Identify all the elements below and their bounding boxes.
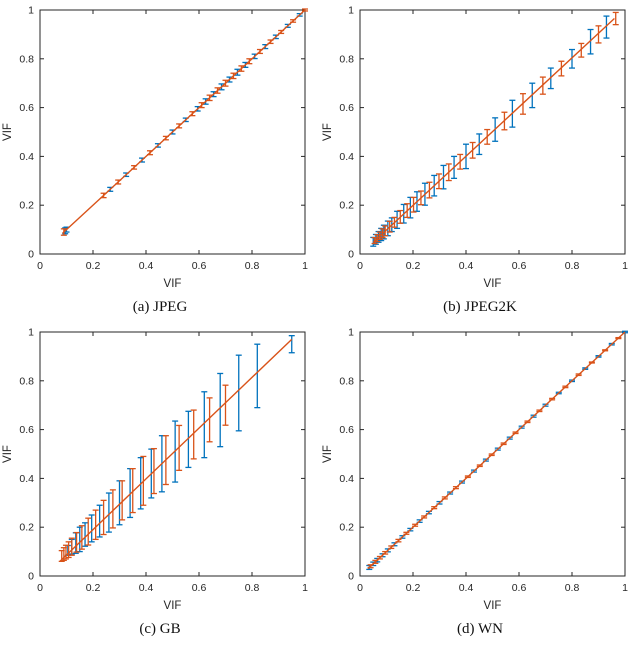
svg-text:VIF: VIF (484, 600, 502, 612)
wn-errorbar-plot: 0 0 0.2 0.2 0.4 0.4 0.6 0.6 0.8 0.8 1 1 VIF VIF (320, 324, 640, 620)
svg-text:0.4: 0.4 (339, 151, 354, 163)
svg-text:0.4: 0.4 (19, 473, 34, 485)
svg-text:VIF: VIF (2, 123, 14, 141)
svg-text:0: 0 (357, 582, 363, 594)
errorbar-chart-svg: 00 0.2 0.2 0.4 0.4 0.6 0.6 0.8 0.8 1 1 VIF VIF (2, 5, 308, 291)
svg-text:1: 1 (348, 327, 354, 339)
subplot-jpeg: 0 0 0.2 0.2 0.4 0.4 0.6 0.6 0.8 0.8 1 1 VIF VIF (a) J… (0, 2, 320, 324)
svg-text:1: 1 (302, 582, 308, 594)
errorbar-chart-svg: 00 0.2 0.2 0.4 0.4 0.6 0.6 0.8 0.8 1 1 VIF VIF (322, 327, 628, 613)
subplot-jpeg2k: 0 0 0.2 0.2 0.4 0.4 0.6 0.6 0.8 0.8 1 1 VIF VIF (b) J… (320, 2, 640, 324)
svg-text:1: 1 (302, 260, 308, 272)
svg-text:0: 0 (37, 582, 43, 594)
jpeg2k-errorbar-plot: 0 0 0.2 0.2 0.4 0.4 0.6 0.6 0.8 0.8 1 1 VIF VIF (320, 2, 640, 298)
svg-text:0.2: 0.2 (406, 260, 421, 272)
svg-text:0.2: 0.2 (406, 582, 421, 594)
svg-text:0.8: 0.8 (19, 375, 34, 387)
gb-caption: (c) GB (139, 621, 181, 637)
errorbar-chart-svg: 00 0.2 0.2 0.4 0.4 0.6 0.6 0.8 0.8 1 1 VIF VIF (322, 5, 628, 291)
svg-text:0.8: 0.8 (19, 53, 34, 65)
svg-text:0.6: 0.6 (339, 424, 354, 436)
svg-text:0.2: 0.2 (19, 522, 34, 534)
jpeg-errorbar-plot: 0 0 0.2 0.2 0.4 0.4 0.6 0.6 0.8 0.8 1 1 VIF VIF (0, 2, 320, 298)
svg-text:0.6: 0.6 (19, 424, 34, 436)
svg-text:1: 1 (348, 5, 354, 17)
subplot-gb: 0 0 0.2 0.2 0.4 0.4 0.6 0.6 0.8 0.8 1 1 VIF VIF (c) G… (0, 324, 320, 646)
svg-text:0.8: 0.8 (339, 53, 354, 65)
svg-text:0.6: 0.6 (512, 582, 527, 594)
svg-text:0: 0 (348, 249, 354, 261)
svg-text:0.2: 0.2 (86, 582, 101, 594)
svg-text:0.4: 0.4 (459, 260, 474, 272)
svg-text:0.4: 0.4 (19, 151, 34, 163)
svg-text:0.4: 0.4 (139, 582, 154, 594)
svg-text:0: 0 (28, 249, 34, 261)
svg-text:0.8: 0.8 (565, 582, 580, 594)
svg-text:0.6: 0.6 (192, 260, 207, 272)
jpeg-caption: (a) JPEG (132, 299, 188, 315)
svg-text:0.4: 0.4 (459, 582, 474, 594)
svg-text:1: 1 (622, 582, 628, 594)
svg-text:0.6: 0.6 (512, 260, 527, 272)
svg-text:0: 0 (28, 571, 34, 583)
svg-text:0.8: 0.8 (565, 260, 580, 272)
svg-text:VIF: VIF (322, 123, 334, 141)
svg-text:VIF: VIF (2, 445, 14, 463)
svg-text:0.6: 0.6 (19, 102, 34, 114)
svg-text:0.8: 0.8 (245, 260, 260, 272)
svg-text:0.6: 0.6 (192, 582, 207, 594)
gb-errorbar-plot: 0 0 0.2 0.2 0.4 0.4 0.6 0.6 0.8 0.8 1 1 VIF VIF (0, 324, 320, 620)
svg-text:0: 0 (37, 260, 43, 272)
svg-text:VIF: VIF (322, 445, 334, 463)
svg-text:0.2: 0.2 (19, 200, 34, 212)
svg-text:0: 0 (357, 260, 363, 272)
svg-text:0: 0 (348, 571, 354, 583)
svg-text:0.4: 0.4 (339, 473, 354, 485)
svg-text:0.8: 0.8 (245, 582, 260, 594)
svg-text:0.8: 0.8 (339, 375, 354, 387)
svg-text:VIF: VIF (164, 278, 182, 290)
svg-text:1: 1 (622, 260, 628, 272)
svg-text:1: 1 (28, 5, 34, 17)
svg-text:VIF: VIF (164, 600, 182, 612)
errorbar-chart-svg: 00 0.2 0.2 0.4 0.4 0.6 0.6 0.8 0.8 1 1 VIF VIF (2, 327, 308, 613)
jpeg2k-caption: (b) JPEG2K (443, 299, 517, 315)
subplot-wn: 0 0 0.2 0.2 0.4 0.4 0.6 0.6 0.8 0.8 1 1 VIF VIF (d) W… (320, 324, 640, 646)
svg-text:0.4: 0.4 (139, 260, 154, 272)
svg-text:0.2: 0.2 (339, 200, 354, 212)
svg-text:0.2: 0.2 (339, 522, 354, 534)
svg-text:VIF: VIF (484, 278, 502, 290)
wn-caption: (d) WN (457, 621, 503, 637)
svg-text:1: 1 (28, 327, 34, 339)
svg-text:0.6: 0.6 (339, 102, 354, 114)
svg-text:0.2: 0.2 (86, 260, 101, 272)
